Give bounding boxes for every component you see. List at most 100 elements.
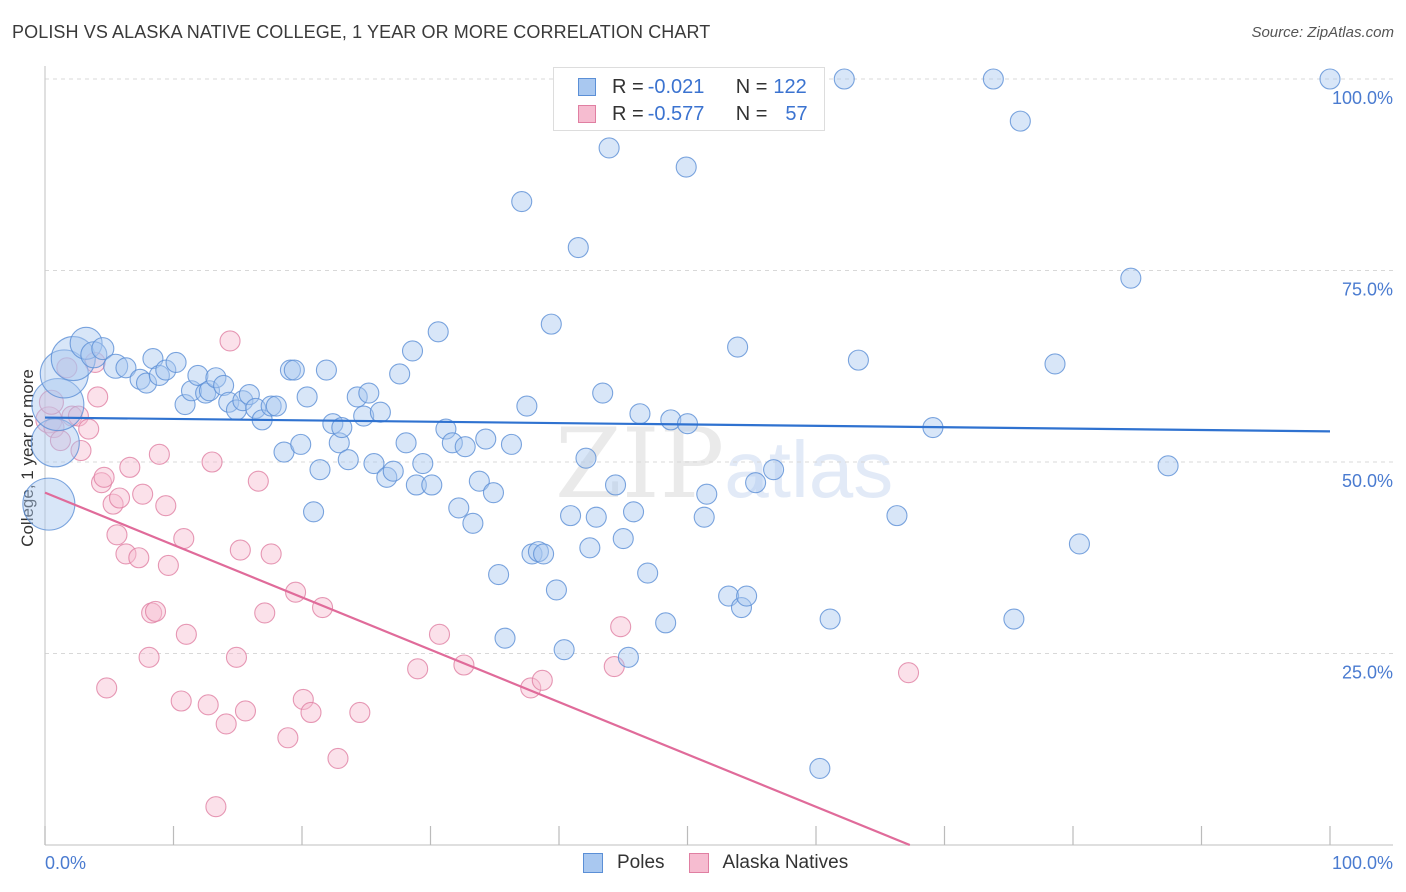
poles-point-65 xyxy=(488,564,510,586)
poles-point-80 xyxy=(585,506,607,528)
poles-point-3 xyxy=(39,349,89,399)
alaska-point-16 xyxy=(108,487,131,509)
poles-point-78 xyxy=(575,447,597,469)
poles-point-37 xyxy=(309,459,331,481)
trend-lines xyxy=(44,416,1331,847)
alaska-point-50 xyxy=(453,654,475,676)
poles-point-38 xyxy=(315,359,337,381)
legend-item-poles[interactable]: Poles xyxy=(583,852,665,874)
alaska-point-25 xyxy=(155,495,177,517)
alaska-n-value: 57 xyxy=(785,102,808,125)
y-tick-label-50: 50.0% xyxy=(1342,471,1393,491)
poles-point-109 xyxy=(982,68,1004,90)
poles-point-5 xyxy=(69,326,103,360)
poles-point-30 xyxy=(265,395,287,417)
alaska-point-8 xyxy=(78,418,100,440)
poles-point-102 xyxy=(763,459,785,481)
poles-point-94 xyxy=(693,506,715,528)
poles-point-35 xyxy=(296,386,318,408)
poles-point-68 xyxy=(511,191,533,213)
alaska-point-24 xyxy=(148,443,170,465)
poles-point-42 xyxy=(337,449,359,471)
legend-alaska-label: Alaska Natives xyxy=(722,852,849,873)
alaska-point-48 xyxy=(407,658,429,680)
poles-point-72 xyxy=(533,543,555,565)
poles-swatch xyxy=(578,78,596,96)
poles-point-103 xyxy=(809,757,831,779)
poles-points xyxy=(22,68,1341,779)
poles-point-19 xyxy=(195,382,217,404)
poles-point-15 xyxy=(165,351,187,373)
alaska-point-17 xyxy=(115,543,137,565)
poles-point-22 xyxy=(213,374,235,396)
poles-point-77 xyxy=(567,236,589,259)
alaska-trend-line xyxy=(44,491,911,847)
poles-point-97 xyxy=(727,336,749,358)
alaska-point-36 xyxy=(229,539,251,561)
alaska-point-37 xyxy=(234,700,257,722)
poles-point-100 xyxy=(736,585,758,607)
watermark: ZIPatlas xyxy=(555,408,893,520)
poles-point-110 xyxy=(1003,608,1025,630)
alaska-point-10 xyxy=(87,386,109,408)
legend-row-alaska: R = -0.577 N = 57 xyxy=(578,101,808,127)
poles-point-7 xyxy=(91,337,115,361)
alaska-point-1 xyxy=(38,389,64,415)
watermark-zip: ZIP xyxy=(555,408,725,520)
poles-point-36 xyxy=(303,501,325,523)
poles-point-67 xyxy=(500,433,523,455)
poles-point-92 xyxy=(675,156,697,178)
poles-point-4 xyxy=(50,336,96,382)
poles-point-29 xyxy=(260,395,282,417)
poles-point-66 xyxy=(494,627,516,649)
legend-item-alaska[interactable]: Alaska Natives xyxy=(688,852,849,874)
alaska-point-29 xyxy=(175,623,197,645)
poles-point-76 xyxy=(560,505,582,527)
poles-point-116 xyxy=(1319,68,1341,90)
poles-point-62 xyxy=(468,470,490,492)
poles-point-49 xyxy=(382,460,404,482)
axes xyxy=(44,66,1393,846)
alaska-r-label: R = xyxy=(612,102,644,125)
alaska-point-4 xyxy=(56,357,78,379)
poles-point-21 xyxy=(205,367,227,389)
poles-point-33 xyxy=(283,359,305,381)
poles-point-11 xyxy=(135,372,158,394)
poles-point-55 xyxy=(421,474,443,496)
poles-n-value: 122 xyxy=(773,75,807,98)
y-tick-label-75: 75.0% xyxy=(1342,280,1393,300)
alaska-point-46 xyxy=(327,747,349,769)
poles-r-value: -0.021 xyxy=(647,75,705,98)
poles-point-1 xyxy=(30,418,80,468)
alaska-point-32 xyxy=(205,796,227,818)
alaska-point-44 xyxy=(300,701,322,724)
alaska-point-34 xyxy=(219,330,241,352)
alaska-natives-points xyxy=(35,330,920,818)
alaska-point-55 xyxy=(897,662,920,684)
poles-point-59 xyxy=(448,497,470,519)
poles-point-40 xyxy=(328,432,350,454)
poles-point-106 xyxy=(847,349,869,371)
alaska-point-33 xyxy=(215,713,237,735)
alaska-r-value: -0.577 xyxy=(647,102,705,125)
alaska-point-23 xyxy=(144,600,167,622)
alaska-point-20 xyxy=(132,483,154,505)
poles-point-45 xyxy=(358,382,380,404)
correlation-legend: R = -0.021 N = 122 R = -0.577 N = 57 xyxy=(553,67,825,131)
poles-point-99 xyxy=(730,596,753,619)
alaska-point-41 xyxy=(277,727,299,749)
poles-point-58 xyxy=(441,432,463,454)
poles-point-51 xyxy=(395,432,417,454)
poles-point-83 xyxy=(604,474,627,496)
poles-point-105 xyxy=(833,68,855,90)
poles-point-75 xyxy=(553,639,575,661)
alaska-point-19 xyxy=(128,547,150,569)
poles-point-46 xyxy=(363,452,385,475)
poles-point-115 xyxy=(1157,455,1179,477)
source-label: Source: ZipAtlas.com xyxy=(1251,24,1394,41)
legend-row-poles: R = -0.021 N = 122 xyxy=(578,74,807,100)
alaska-point-14 xyxy=(102,493,124,515)
poles-point-111 xyxy=(1009,110,1031,132)
poles-point-54 xyxy=(412,452,434,475)
grid-lines xyxy=(45,78,1393,654)
